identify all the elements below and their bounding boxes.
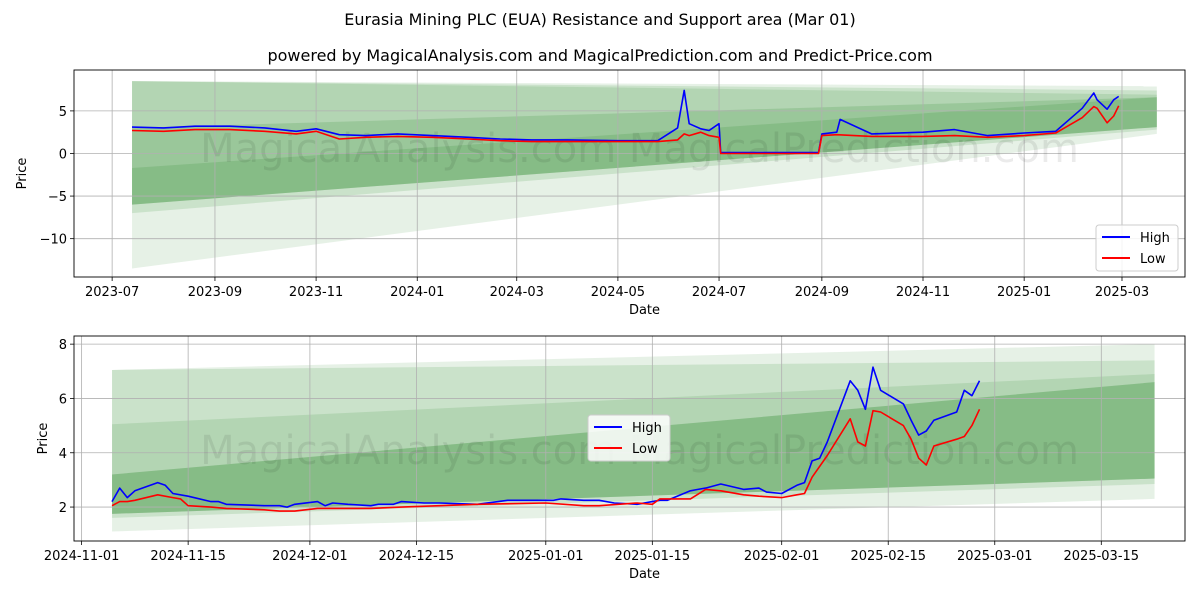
legend-label-high: High [1140,231,1170,246]
watermark-text: MagicalAnalysis.com MagicalPrediction.co… [200,126,1079,172]
y-tick-label: −5 [48,190,67,205]
chart-subtitle: powered by MagicalAnalysis.com and Magic… [267,46,933,65]
y-tick-label: 8 [59,338,67,353]
x-tick-label: 2023-11 [289,285,343,300]
series-line-high [111,366,981,508]
legend-label-low: Low [632,442,658,457]
y-tick-label: 2 [59,501,67,516]
band-3 [132,81,1157,205]
series-lines [111,366,981,512]
plot-frame [73,69,1186,278]
x-tick-label: 2024-12-01 [272,549,348,564]
legend-label-low: Low [1140,252,1166,267]
band-5 [132,97,1157,205]
plot-frame [73,335,1186,542]
x-tick-label: 2025-03-01 [957,549,1033,564]
chart-panel-2: 2024-11-01 2024-11-15 2024-12-01 2024-12-15… [36,335,1186,582]
x-tick-label: 2025-02-15 [850,549,926,564]
y-tick-label: 5 [59,105,67,120]
x-tick-label: 2024-01 [390,285,444,300]
series-line-high [131,89,1120,154]
x-tick-label: 2025-01-15 [615,549,691,564]
x-tick-label: 2024-05 [591,285,645,300]
chart-panel-1: 2023-07 2023-09 2023-11 2024-01 2024-03 2024-… [15,69,1186,318]
y-axis-label: Price [15,158,30,190]
x-tick-label: 2024-12-15 [379,549,455,564]
legend: High Low [587,414,671,462]
x-tick-label: 2024-07 [692,285,746,300]
x-tick-label: 2025-03 [1095,285,1149,300]
x-tick-label: 2025-02-01 [744,549,820,564]
x-tick-label: 2023-07 [85,285,139,300]
x-tick-label: 2024-11-01 [44,549,120,564]
x-tick-label: 2025-01 [997,285,1051,300]
x-tick-label: 2024-03 [490,285,544,300]
band-1 [132,81,1157,269]
x-tick-label: 2024-11-15 [150,549,226,564]
chart-title: Eurasia Mining PLC (EUA) Resistance and … [344,10,856,29]
series-lines [131,89,1120,155]
band-2 [132,81,1157,214]
support-resistance-bands [132,81,1157,269]
legend-label-high: High [632,421,662,436]
x-tick-label: 2023-09 [188,285,242,300]
y-axis-label: Price [36,423,51,455]
legend: High Low [1095,224,1179,272]
series-line-low [131,105,1120,155]
series-line-low [111,408,981,512]
x-tick-label: 2025-03-15 [1064,549,1140,564]
band-4 [132,97,1157,205]
y-tick-label: −10 [40,233,67,248]
x-tick-label: 2024-09 [795,285,849,300]
x-axis-label: Date [629,567,660,582]
y-tick-label: 6 [59,392,67,407]
y-tick-label: 0 [59,147,67,162]
x-tick-label: 2025-01-01 [508,549,584,564]
y-tick-label: 4 [59,447,67,462]
x-tick-label: 2024-11 [896,285,950,300]
x-axis-label: Date [629,303,660,318]
support-resistance-bands [112,344,1155,532]
